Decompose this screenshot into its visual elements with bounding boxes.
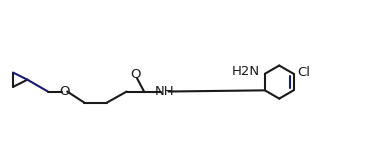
Text: NH: NH: [155, 85, 174, 98]
Text: H2N: H2N: [232, 65, 260, 78]
Text: O: O: [130, 68, 141, 81]
Text: Cl: Cl: [298, 66, 310, 80]
Text: O: O: [59, 85, 70, 98]
